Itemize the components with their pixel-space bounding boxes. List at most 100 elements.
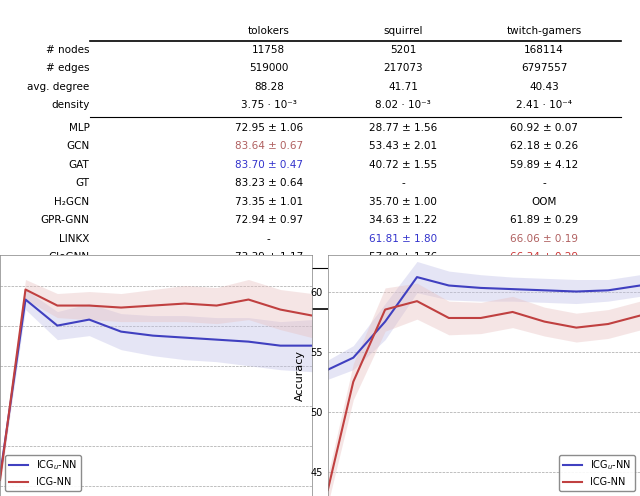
Text: 40.43: 40.43 [529, 82, 559, 92]
ICG$_u$-NN [541, 287, 548, 293]
Text: 59.89 ± 4.12: 59.89 ± 4.12 [510, 160, 578, 170]
ICG$_u$-NN [349, 355, 357, 361]
Text: 88.28: 88.28 [254, 82, 284, 92]
Line: ICG$_u$-NN: ICG$_u$-NN [328, 277, 640, 370]
Text: 73.39 ± 1.17: 73.39 ± 1.17 [235, 252, 303, 262]
ICG-NN [54, 303, 61, 309]
ICG-NN [0, 477, 4, 483]
Text: # nodes: # nodes [46, 45, 90, 55]
Text: 8.02 · 10⁻³: 8.02 · 10⁻³ [375, 101, 431, 111]
Text: avg. degree: avg. degree [28, 82, 90, 92]
Line: ICG$_u$-NN: ICG$_u$-NN [0, 300, 312, 476]
ICG$_u$-NN [381, 318, 389, 324]
ICG$_u$-NN [636, 283, 640, 289]
ICG$_u$-NN [85, 316, 93, 322]
ICG-NN [477, 315, 484, 321]
Text: 66.06 ± 0.19: 66.06 ± 0.19 [510, 234, 578, 244]
Text: 217073: 217073 [383, 63, 423, 73]
Text: H₂GCN: H₂GCN [54, 197, 90, 207]
ICG$_u$-NN [413, 274, 421, 280]
Text: ICG-NN: ICG-NN [52, 275, 90, 285]
ICG-NN [276, 307, 284, 312]
Text: 83.70 ± 0.47: 83.70 ± 0.47 [235, 160, 303, 170]
Text: ICGᵤ-NN: ICGᵤ-NN [48, 293, 90, 303]
Y-axis label: Accuracy: Accuracy [295, 350, 305, 401]
Text: 83.23 ± 0.64: 83.23 ± 0.64 [235, 178, 303, 188]
Text: 83.31 ± 0.64: 83.31 ± 0.64 [235, 293, 303, 303]
Text: 57.88 ± 1.76: 57.88 ± 1.76 [369, 252, 437, 262]
ICG$_u$-NN [117, 329, 125, 335]
Text: 168114: 168114 [524, 45, 564, 55]
Text: 83.73 ± 0.78: 83.73 ± 0.78 [235, 275, 303, 285]
Text: 61.89 ± 0.29: 61.89 ± 0.29 [510, 215, 578, 225]
Text: -: - [401, 178, 405, 188]
Text: 62.10 ± 1.67: 62.10 ± 1.67 [369, 293, 437, 303]
Text: 5201: 5201 [390, 45, 417, 55]
Text: 73.35 ± 1.01: 73.35 ± 1.01 [235, 197, 303, 207]
ICG-NN [244, 297, 252, 303]
ICG-NN [324, 487, 332, 493]
Text: 65.73 ± 0.36: 65.73 ± 0.36 [510, 275, 578, 285]
Text: 72.94 ± 0.97: 72.94 ± 0.97 [235, 215, 303, 225]
Text: density: density [51, 101, 90, 111]
Text: 11758: 11758 [252, 45, 285, 55]
Text: GloGNN: GloGNN [49, 252, 90, 262]
Text: 72.95 ± 1.06: 72.95 ± 1.06 [235, 123, 303, 132]
Text: -: - [267, 234, 271, 244]
Text: 41.71: 41.71 [388, 82, 418, 92]
Text: GAT: GAT [69, 160, 90, 170]
ICG-NN [85, 303, 93, 309]
ICG$_u$-NN [181, 335, 189, 341]
ICG-NN [212, 303, 220, 309]
ICG$_u$-NN [445, 283, 452, 289]
ICG$_u$-NN [22, 297, 29, 303]
ICG-NN [381, 307, 389, 312]
Text: 53.43 ± 2.01: 53.43 ± 2.01 [369, 141, 437, 151]
Text: 2.41 · 10⁻⁴: 2.41 · 10⁻⁴ [516, 101, 572, 111]
ICG$_u$-NN [54, 322, 61, 328]
Text: OOM: OOM [531, 197, 557, 207]
Text: tolokers: tolokers [248, 26, 290, 36]
ICG-NN [413, 298, 421, 304]
ICG$_u$-NN [244, 339, 252, 345]
ICG$_u$-NN [324, 367, 332, 372]
ICG-NN [117, 305, 125, 310]
ICG$_u$-NN [149, 333, 157, 339]
Text: 6797557: 6797557 [521, 63, 567, 73]
ICG-NN [572, 324, 580, 330]
Text: 3.75 · 10⁻³: 3.75 · 10⁻³ [241, 101, 297, 111]
Text: 66.34 ± 0.29: 66.34 ± 0.29 [510, 252, 578, 262]
Text: 66.10 ± 0.42: 66.10 ± 0.42 [510, 293, 578, 303]
ICG$_u$-NN [212, 337, 220, 343]
Text: 28.77 ± 1.56: 28.77 ± 1.56 [369, 123, 437, 132]
Text: LINKX: LINKX [60, 234, 90, 244]
Line: ICG-NN: ICG-NN [328, 301, 640, 490]
Text: GT: GT [76, 178, 90, 188]
ICG$_u$-NN [477, 285, 484, 291]
ICG-NN [349, 379, 357, 385]
Legend: ICG$_u$-NN, ICG-NN: ICG$_u$-NN, ICG-NN [5, 455, 81, 491]
ICG$_u$-NN [509, 286, 516, 292]
ICG-NN [509, 309, 516, 315]
ICG-NN [22, 287, 29, 293]
Text: GPR-GNN: GPR-GNN [41, 215, 90, 225]
Text: 58.48 ± 1.77: 58.48 ± 1.77 [369, 275, 437, 285]
Text: MLP: MLP [68, 123, 90, 132]
ICG-NN [636, 312, 640, 318]
ICG$_u$-NN [0, 473, 4, 479]
Text: -: - [542, 178, 546, 188]
Text: 519000: 519000 [249, 63, 289, 73]
ICG-NN [445, 315, 452, 321]
ICG-NN [604, 321, 612, 327]
Text: GCN: GCN [67, 141, 90, 151]
ICG-NN [308, 312, 316, 318]
ICG$_u$-NN [308, 343, 316, 349]
Text: 83.64 ± 0.67: 83.64 ± 0.67 [235, 141, 303, 151]
Text: 60.92 ± 0.07: 60.92 ± 0.07 [510, 123, 578, 132]
ICG$_u$-NN [572, 289, 580, 295]
ICG-NN [181, 301, 189, 307]
ICG$_u$-NN [604, 287, 612, 293]
Text: squirrel: squirrel [383, 26, 423, 36]
Legend: ICG$_u$-NN, ICG-NN: ICG$_u$-NN, ICG-NN [559, 455, 635, 491]
ICG$_u$-NN [276, 343, 284, 349]
